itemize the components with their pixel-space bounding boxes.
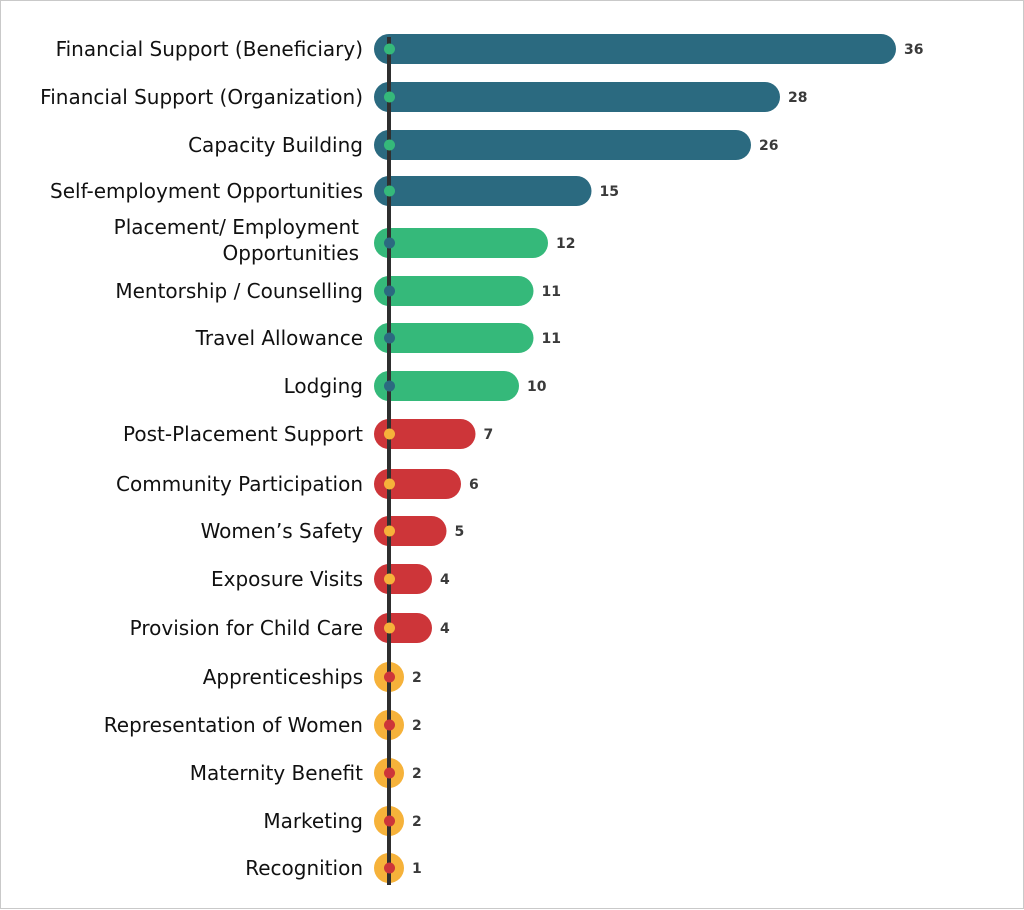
bar-dot (384, 139, 395, 151)
category-label: Recognition (245, 856, 363, 880)
bar-dot (384, 622, 395, 634)
value-label: 5 (455, 524, 465, 540)
bar-dot (384, 91, 395, 103)
bar-dot (384, 332, 395, 344)
category-label: Post-Placement Support (123, 422, 363, 446)
value-label: 11 (542, 331, 561, 347)
value-label: 10 (527, 379, 547, 395)
bar-dot (384, 862, 395, 874)
bars-group (374, 34, 896, 883)
category-label-line: Opportunities (223, 241, 359, 265)
value-label: 26 (759, 138, 778, 154)
value-labels-group: 36 28 26 15 12 11 11 10 7 6 5 4 4 2 2 2 2 1 (412, 42, 923, 877)
bar (374, 371, 519, 401)
value-label: 6 (469, 477, 479, 493)
bar (374, 469, 461, 499)
bar-dot (384, 478, 395, 490)
category-label: Mentorship / Counselling (115, 279, 363, 303)
axis-line (387, 37, 391, 885)
category-label-line: Placement/ Employment (114, 215, 359, 239)
category-label: Representation of Women (104, 713, 363, 737)
dots-group (384, 43, 395, 874)
value-label: 2 (412, 718, 422, 734)
category-label: Exposure Visits (211, 567, 363, 591)
bar-dot (384, 525, 395, 537)
bar-dot (384, 719, 395, 731)
axis-group (387, 37, 391, 885)
value-label: 2 (412, 814, 422, 830)
bar-dot (384, 185, 395, 197)
category-label: Provision for Child Care (130, 616, 363, 640)
bar (374, 82, 780, 112)
bar (374, 228, 548, 258)
value-label: 2 (412, 766, 422, 782)
bar (374, 34, 896, 64)
bar (374, 613, 432, 643)
value-label: 4 (440, 572, 450, 588)
value-label: 36 (904, 42, 923, 58)
category-label: Travel Allowance (195, 326, 363, 350)
category-label: Placement/ Employment Opportunities (114, 215, 359, 265)
value-label: 15 (600, 184, 619, 200)
bar-dot (384, 285, 395, 297)
value-label: 4 (440, 621, 450, 637)
bar-dot (384, 815, 395, 827)
category-label: Lodging (284, 374, 363, 398)
bar-dot (384, 428, 395, 440)
value-label: 12 (556, 236, 575, 252)
bar (374, 419, 476, 449)
value-label: 28 (788, 90, 807, 106)
bar-dot (384, 767, 395, 779)
category-label: Women’s Safety (201, 519, 364, 543)
value-label: 11 (542, 284, 561, 300)
category-labels-group: Financial Support (Beneficiary) Financial… (40, 37, 363, 880)
value-label: 2 (412, 670, 422, 686)
bar (374, 276, 534, 306)
value-label: 1 (412, 861, 422, 877)
bar-dot (384, 43, 395, 55)
bar-dot (384, 380, 395, 392)
category-label: Community Participation (116, 472, 363, 496)
bar (374, 564, 432, 594)
value-label: 7 (484, 427, 494, 443)
category-label: Self-employment Opportunities (50, 179, 363, 203)
category-label: Marketing (263, 809, 363, 833)
bar-dot (384, 671, 395, 683)
bar (374, 516, 447, 546)
bar (374, 176, 592, 206)
bar (374, 323, 534, 353)
bar-dot (384, 573, 395, 585)
category-label: Financial Support (Beneficiary) (56, 37, 363, 61)
category-label: Apprenticeships (203, 665, 363, 689)
category-label: Maternity Benefit (190, 761, 363, 785)
bar-dot (384, 237, 395, 249)
category-label: Capacity Building (188, 133, 363, 157)
category-label: Financial Support (Organization) (40, 85, 363, 109)
bar (374, 130, 751, 160)
